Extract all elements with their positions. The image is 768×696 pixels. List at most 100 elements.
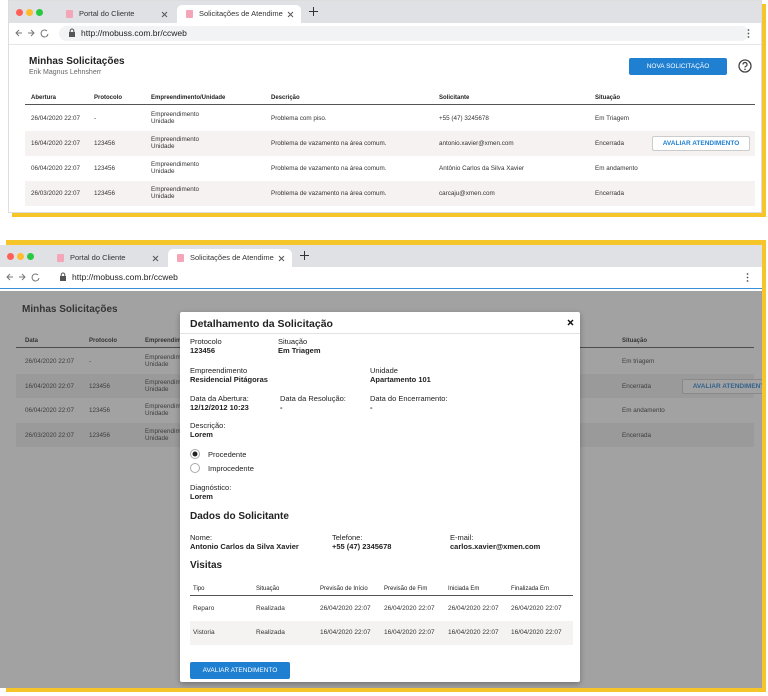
radio-svg: [190, 449, 200, 459]
tab[interactable]: Solicitações de Atendimen: [177, 5, 301, 23]
table-cell: 26/04/2020 22:07: [320, 605, 371, 612]
table-header: [25, 93, 755, 105]
table-cell: Empreendimento Unidade: [151, 136, 199, 151]
tab[interactable]: Solicitações de Atendimen: [168, 249, 292, 267]
table-cell: -: [94, 115, 97, 122]
column-header: Tipo: [193, 586, 205, 592]
reload: [40, 29, 49, 38]
radio-label: Improcedente: [208, 464, 254, 473]
table-cell: 16/04/2020 22:07: [384, 629, 435, 636]
window-dot: [7, 253, 14, 260]
window-dot: [26, 9, 33, 16]
table-row: [25, 131, 755, 156]
table-cell: Realizada: [256, 605, 285, 612]
tab-close[interactable]: [278, 255, 285, 262]
tab-favicon: [186, 10, 193, 18]
tab[interactable]: Portal do Cliente: [57, 5, 175, 23]
nav-icons[interactable]: [6, 272, 42, 282]
column-header: Abertura: [31, 95, 57, 101]
action-button[interactable]: AVALIAR ATENDIMENTO: [652, 136, 750, 151]
radio[interactable]: [190, 463, 200, 473]
table-cell: Em Triagem: [595, 115, 629, 122]
menu-icon[interactable]: [746, 273, 749, 282]
field-value: Antonio Carlos da Silva Xavier: [190, 542, 299, 551]
menu-icon-svg: [747, 29, 750, 38]
field-value: Lorem: [190, 430, 213, 439]
column-header: Situação: [256, 586, 280, 592]
reload: [31, 273, 40, 282]
page-subtitle: Erik Magnus Lehnsherr: [29, 69, 102, 76]
tab[interactable]: Portal do Cliente: [48, 249, 166, 267]
table-cell: Antônio Carlos da Silva Xavier: [439, 165, 525, 172]
url: http://mobuss.com.br/ccweb: [81, 28, 187, 38]
forward-arrow: [28, 29, 35, 37]
window-dot: [17, 253, 24, 260]
new-request-button[interactable]: NOVA SOLICITAÇÃO: [629, 58, 727, 75]
tab-close[interactable]: [152, 255, 159, 262]
new-tab-svg: [300, 251, 309, 260]
table-cell: carcaju@xmen.com: [439, 190, 495, 197]
table-cell: 06/04/2020 22:07: [31, 165, 81, 172]
x-line: [567, 319, 574, 326]
modal: Detalhamento da Solicitação Protocolo 1234…: [180, 312, 580, 682]
modal-button[interactable]: AVALIAR ATENDIMENTO: [190, 662, 290, 679]
lock-shackle: [60, 272, 66, 276]
dot: [746, 280, 749, 282]
tab-close[interactable]: [161, 11, 168, 18]
modal-close[interactable]: [567, 319, 574, 326]
help-dot: [744, 68, 746, 71]
url-field[interactable]: [59, 26, 749, 41]
lock-body: [60, 276, 66, 281]
table-cell: 26/04/2020 22:07: [511, 605, 562, 612]
table-cell: 123456: [94, 165, 116, 172]
dot: [747, 29, 750, 31]
back-arrow: [15, 29, 22, 37]
column-header: Empreendimento/Unidade: [151, 95, 226, 101]
help-icon[interactable]: [738, 59, 752, 73]
table-cell: Empreendimento Unidade: [151, 111, 199, 126]
field-label: Diagnóstico:: [190, 483, 232, 492]
field-label: Telefone:: [332, 533, 363, 542]
lock-icon: [60, 272, 66, 281]
radio[interactable]: [190, 449, 200, 459]
column-header: Descrição: [271, 95, 300, 101]
field-label: Empreendimento: [190, 366, 248, 375]
help-circle: [738, 59, 752, 73]
lock-icon: [69, 28, 75, 37]
tab-title: Solicitações de Atendimen: [199, 9, 283, 18]
nav-icons[interactable]: [15, 28, 51, 38]
tab-close[interactable]: [287, 11, 294, 18]
column-header: Situação: [595, 95, 621, 101]
lock-shackle: [69, 28, 75, 32]
lock-body: [69, 32, 75, 37]
table-cell: Encerrada: [595, 140, 625, 147]
column-header: Iniciada Em: [448, 586, 480, 592]
radio-label: Procedente: [208, 450, 247, 459]
x-line: [152, 255, 159, 262]
window-dot: [27, 253, 34, 260]
menu-icon[interactable]: [747, 29, 750, 38]
column-header: Protocolo: [94, 95, 122, 101]
window-dot: [16, 9, 23, 16]
lock-icon-svg: [69, 28, 75, 37]
new-tab[interactable]: [300, 251, 309, 260]
table-cell: 123456: [94, 140, 116, 147]
tab-title: Portal do Cliente: [70, 253, 126, 262]
divider: [180, 333, 580, 334]
section-heading: Visitas: [190, 560, 223, 571]
field-value: Residencial Pitágoras: [190, 375, 268, 384]
column-header: Previsão de Início: [320, 586, 368, 592]
tab-favicon: [57, 254, 64, 262]
new-tab[interactable]: [309, 7, 318, 16]
tab-close-svg: [152, 255, 159, 262]
field-value: Lorem: [190, 492, 213, 501]
table-cell: Problema de vazamento na área comum.: [271, 140, 387, 147]
field-value: +55 (47) 2345678: [332, 542, 392, 551]
column-header: Finalizada Em: [511, 586, 550, 592]
field-label: Data do Encerramento:: [370, 394, 448, 403]
field-label: Data da Resolução:: [280, 394, 346, 403]
field-value: 123456: [190, 346, 216, 355]
field-value: Em Triagem: [278, 346, 321, 355]
table-cell: Realizada: [256, 629, 285, 636]
